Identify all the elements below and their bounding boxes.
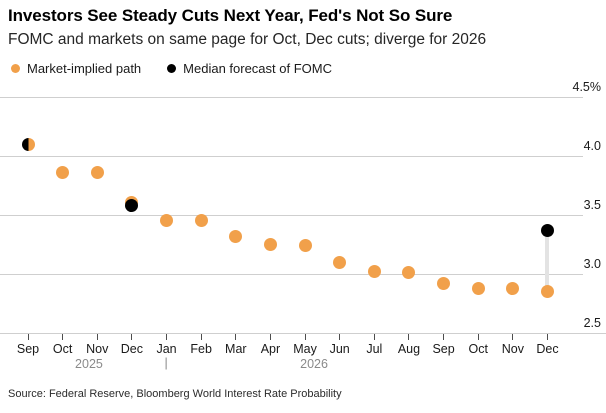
x-axis-month-label: Dec	[120, 342, 143, 356]
data-point-market	[367, 265, 381, 279]
data-point-market	[506, 281, 520, 295]
axis-tick	[235, 334, 237, 340]
axis-tick	[443, 334, 445, 340]
x-axis-month-label: Dec	[536, 342, 559, 356]
axis-tick	[546, 334, 548, 340]
chart-title: Investors See Steady Cuts Next Year, Fed…	[8, 6, 453, 25]
x-axis-month-label: Oct	[468, 342, 488, 356]
x-axis-month-label: Nov	[86, 342, 109, 356]
legend-label: Market-implied path	[27, 61, 142, 76]
x-axis-month-label: Nov	[501, 342, 524, 356]
data-point-market	[333, 255, 347, 269]
x-axis-month-label: Jul	[366, 342, 383, 356]
data-point-market	[402, 266, 416, 280]
x-axis-month-label: Mar	[225, 342, 247, 356]
y-axis-label: 2.5	[583, 316, 601, 330]
axis-tick	[339, 334, 341, 340]
data-point-fomc	[540, 223, 554, 237]
x-axis-month-label: Sep	[16, 342, 40, 356]
legend-item-fomc: Median forecast of FOMC	[167, 61, 332, 76]
chart-subtitle: FOMC and markets on same page for Oct, D…	[8, 31, 487, 48]
data-point-market	[194, 214, 208, 228]
gridline	[0, 97, 583, 98]
data-point-market	[160, 214, 174, 228]
x-axis-month-label: Aug	[397, 342, 421, 356]
x-axis-month-label: Feb	[190, 342, 212, 356]
axis-tick	[96, 334, 98, 340]
year-divider: |	[164, 356, 168, 370]
x-axis-month-label: Jan	[156, 342, 177, 356]
connector-line	[545, 230, 550, 292]
legend: Market-implied path Median forecast of FO…	[11, 61, 332, 76]
axis-tick	[477, 334, 479, 340]
axis-tick	[304, 334, 306, 340]
axis-tick	[512, 334, 514, 340]
gridline	[0, 274, 583, 275]
axis-tick	[27, 334, 29, 340]
y-axis-label: 3.5	[583, 198, 601, 212]
y-axis-label: 4.0	[583, 139, 601, 153]
data-point-market	[229, 229, 243, 243]
x-axis-line	[0, 333, 606, 334]
x-axis-month-label: May	[293, 342, 317, 356]
axis-tick	[408, 334, 410, 340]
axis-tick	[166, 334, 168, 340]
gridline	[0, 215, 583, 216]
axis-tick	[200, 334, 202, 340]
year-label: 2026	[300, 357, 328, 371]
axis-tick	[269, 334, 271, 340]
data-point-market	[298, 239, 312, 253]
data-point-market	[540, 285, 554, 299]
legend-item-market: Market-implied path	[11, 61, 141, 76]
x-axis-month-label: Oct	[52, 342, 73, 356]
dual-data-point	[21, 137, 35, 151]
data-point-fomc	[125, 199, 139, 213]
legend-label: Median forecast of FOMC	[183, 61, 332, 76]
axis-tick	[62, 334, 64, 340]
year-label: 2025	[75, 357, 103, 371]
source-note: Source: Federal Reserve, Bloomberg World…	[8, 388, 342, 400]
x-axis-month-label: Jun	[329, 342, 350, 356]
data-point-market	[263, 238, 277, 251]
legend-dot-icon	[11, 64, 20, 73]
gridline	[0, 156, 583, 157]
data-point-market	[437, 276, 451, 290]
y-axis-label: 3.0	[583, 257, 601, 271]
x-axis-month-label: Apr	[260, 342, 281, 356]
y-axis-label: 4.5%	[572, 80, 602, 94]
data-point-market	[90, 166, 104, 180]
data-point-market	[56, 166, 70, 180]
axis-tick	[131, 334, 133, 340]
data-point-market	[471, 281, 485, 295]
x-axis-month-label: Sep	[432, 342, 455, 356]
axis-tick	[373, 334, 375, 340]
legend-dot-icon	[167, 64, 177, 73]
